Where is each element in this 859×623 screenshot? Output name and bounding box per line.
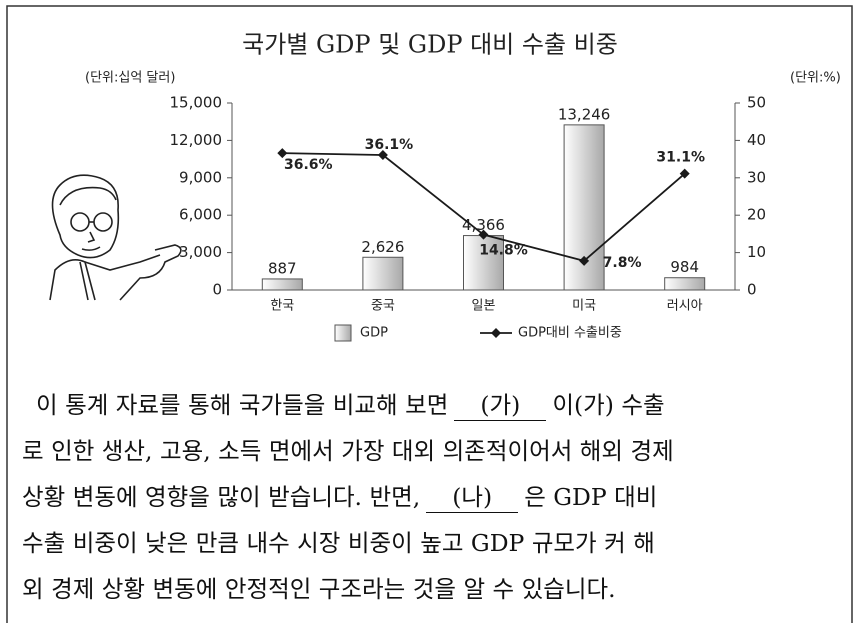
- passage-line: 이 통계 자료를 통해 국가들을 비교해 보면(가)이(가) 수출: [22, 382, 842, 428]
- blank: (가): [454, 390, 546, 421]
- y-tick-label: 0: [212, 281, 222, 299]
- bar: [363, 257, 403, 290]
- chart-title: 국가별 GDP 및 GDP 대비 수출 비중: [242, 31, 618, 59]
- y2-tick-label: 20: [747, 206, 766, 224]
- y2-tick-label: 30: [747, 168, 766, 186]
- bar: [665, 278, 705, 290]
- passage-text: 외 경제 상황 변동에 안정적인 구조라는 것을 알 수 있습니다.: [22, 575, 616, 603]
- line-value-label: 36.1%: [365, 137, 414, 153]
- cartoon: [50, 175, 181, 300]
- bar: [262, 279, 302, 290]
- line-value-label: 7.8%: [603, 255, 642, 271]
- x-tick-label: 한국: [270, 299, 294, 314]
- y2-tick-label: 0: [747, 281, 757, 299]
- page: 국가별 GDP 및 GDP 대비 수출 비중 (단위:십억 달러) (단위:%)…: [0, 0, 859, 623]
- passage-line: 외 경제 상황 변동에 안정적인 구조라는 것을 알 수 있습니다.: [22, 566, 842, 612]
- line-value-label: 31.1%: [656, 150, 705, 166]
- y-tick-label: 3,000: [179, 243, 222, 261]
- y2-tick-label: 10: [747, 243, 766, 261]
- x-tick-label: 일본: [472, 299, 496, 314]
- bar-value-label: 2,626: [361, 238, 404, 256]
- legend-label: GDP대비 수출비중: [518, 326, 622, 341]
- y-tick-label: 9,000: [179, 168, 222, 186]
- blank: (나): [426, 482, 518, 513]
- passage-line: 상황 변동에 영향을 많이 받습니다. 반면,(나)은 GDP 대비: [22, 474, 842, 520]
- passage-text: 로 인한 생산, 고용, 소득 면에서 가장 대외 의존적이어서 해외 경제: [22, 437, 674, 465]
- bar-value-label: 984: [670, 258, 699, 276]
- passage-text: 이(가) 수출: [552, 391, 664, 419]
- legend-swatch: [335, 325, 351, 341]
- y-tick-label: 12,000: [170, 131, 223, 149]
- bar-value-label: 887: [268, 259, 297, 277]
- y2-axis-label: (단위:%): [790, 71, 841, 86]
- legend-label: GDP: [360, 326, 388, 341]
- y-axis-label: (단위:십억 달러): [85, 71, 175, 86]
- bar-value-label: 13,246: [558, 105, 611, 123]
- x-tick-label: 미국: [572, 299, 596, 314]
- x-tick-label: 러시아: [667, 299, 703, 314]
- passage-text: 상황 변동에 영향을 많이 받습니다. 반면,: [22, 483, 420, 511]
- passage-text: 수출 비중이 낮은 만큼 내수 시장 비중이 높고 GDP 규모가 커 해: [22, 529, 655, 557]
- line-value-label: 36.6%: [284, 157, 333, 173]
- passage-line: 수출 비중이 낮은 만큼 내수 시장 비중이 높고 GDP 규모가 커 해: [22, 520, 842, 566]
- passage-line: 로 인한 생산, 고용, 소득 면에서 가장 대외 의존적이어서 해외 경제: [22, 428, 842, 474]
- y-tick-label: 6,000: [179, 206, 222, 224]
- y2-tick-label: 40: [747, 131, 766, 149]
- passage-text: 이 통계 자료를 통해 국가들을 비교해 보면: [36, 391, 448, 419]
- legend-marker: [491, 328, 501, 338]
- y-tick-label: 15,000: [170, 94, 223, 112]
- x-tick-label: 중국: [371, 299, 395, 314]
- y2-tick-label: 50: [747, 94, 766, 112]
- line-value-label: 14.8%: [479, 243, 528, 259]
- passage-text: 은 GDP 대비: [524, 483, 657, 511]
